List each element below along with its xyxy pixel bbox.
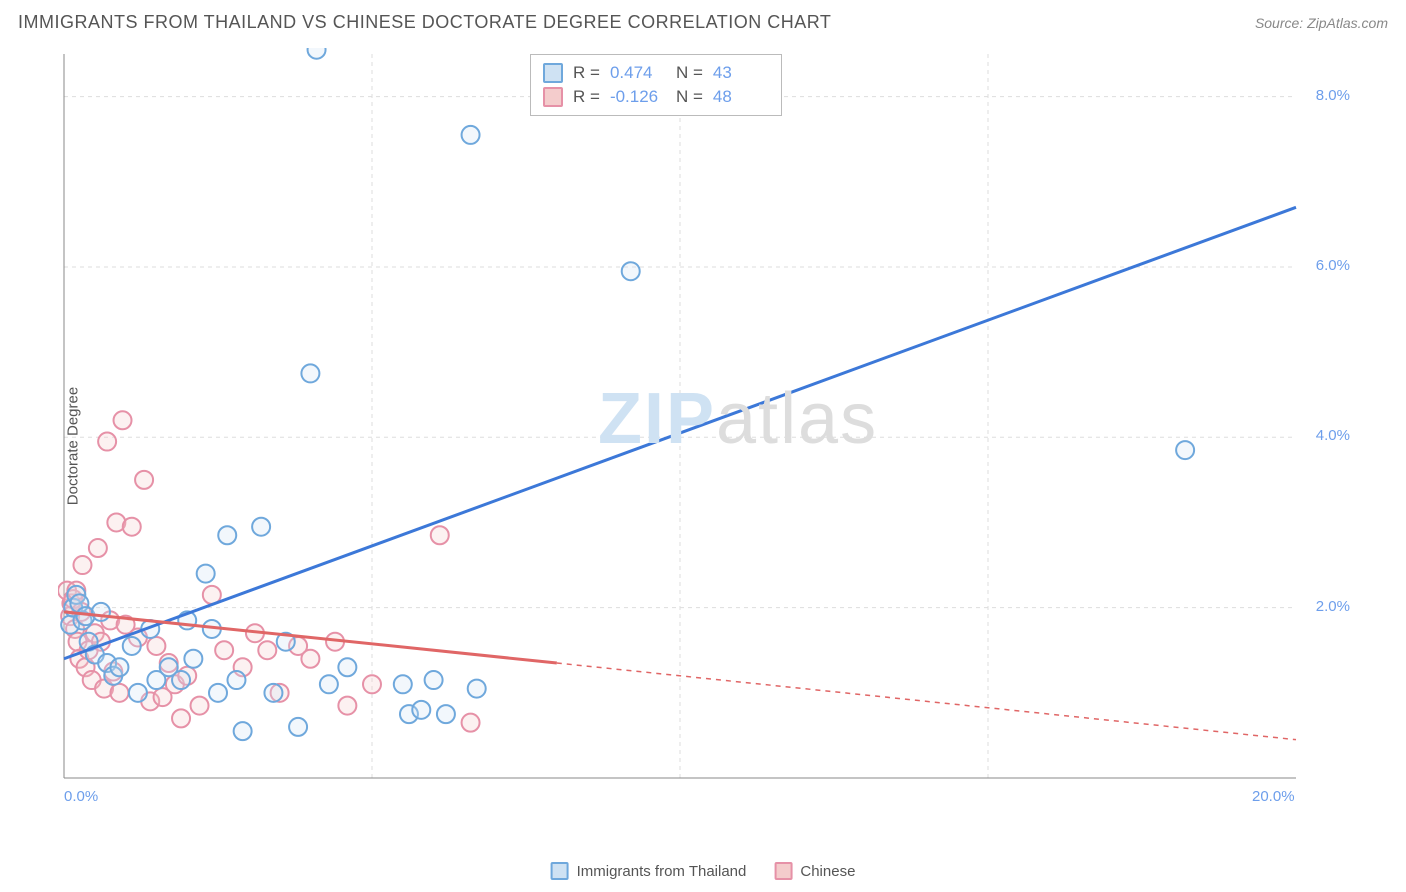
y-tick-label: 6.0%	[1316, 257, 1350, 274]
legend-swatch-icon	[551, 862, 569, 880]
scatter-plot	[58, 48, 1358, 808]
n-label: N =	[676, 87, 703, 107]
y-tick-label: 4.0%	[1316, 427, 1350, 444]
y-tick-label: 8.0%	[1316, 87, 1350, 104]
legend-swatch-icon	[543, 87, 563, 107]
x-tick-label: 20.0%	[1252, 788, 1295, 805]
n-value: 43	[713, 63, 769, 83]
source-label: Source:	[1255, 15, 1307, 31]
series-label: Chinese	[800, 863, 855, 880]
n-label: N =	[676, 63, 703, 83]
legend-row-chinese: R = -0.126 N = 48	[543, 85, 769, 109]
series-label: Immigrants from Thailand	[577, 863, 747, 880]
n-value: 48	[713, 87, 769, 107]
legend-swatch-icon	[774, 862, 792, 880]
r-value: 0.474	[610, 63, 666, 83]
series-legend-item-thai: Immigrants from Thailand	[551, 862, 747, 880]
y-tick-label: 2.0%	[1316, 598, 1350, 615]
correlation-legend: R = 0.474 N = 43 R = -0.126 N = 48	[530, 54, 782, 116]
r-value: -0.126	[610, 87, 666, 107]
chart-area: ZIPatlas R = 0.474N = 43R = -0.126N = 48…	[58, 48, 1358, 808]
source-name: ZipAtlas.com	[1307, 15, 1388, 31]
x-tick-label: 0.0%	[64, 788, 98, 805]
r-label: R =	[573, 87, 600, 107]
legend-row-thai: R = 0.474 N = 43	[543, 61, 769, 85]
series-legend: Immigrants from Thailand Chinese	[551, 862, 856, 880]
source-attribution: Source: ZipAtlas.com	[1255, 15, 1388, 33]
chart-title: IMMIGRANTS FROM THAILAND VS CHINESE DOCT…	[18, 12, 831, 33]
legend-swatch-icon	[543, 63, 563, 83]
r-label: R =	[573, 63, 600, 83]
series-legend-item-chinese: Chinese	[774, 862, 855, 880]
